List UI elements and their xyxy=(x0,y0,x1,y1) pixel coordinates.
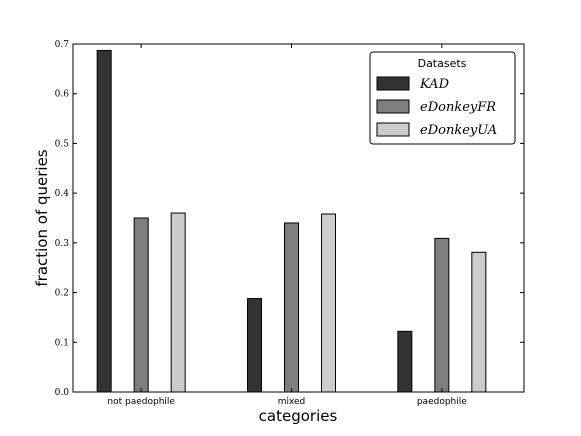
y-tick-label: 0.6 xyxy=(55,90,70,100)
x-tick-label: paedophile xyxy=(417,397,467,407)
y-tick-label: 0.0 xyxy=(55,388,70,398)
bar-eDonkeyUA-1 xyxy=(321,213,336,393)
bar-eDonkeyUA-0 xyxy=(170,212,186,393)
y-tick-label: 0.4 xyxy=(55,189,70,199)
legend: Datasets KAD eDonkeyFR eDonkeyUA xyxy=(369,51,516,145)
bar-KAD-1 xyxy=(247,298,262,393)
y-tick-label: 0.1 xyxy=(55,338,69,348)
bars-layer xyxy=(96,49,487,393)
y-tick-label: 0.7 xyxy=(55,40,70,50)
x-tick-label: mixed xyxy=(278,397,306,407)
legend-label-eDonkeyUA: eDonkeyUA xyxy=(420,123,497,138)
x-axis: not paedophile mixed paedophile xyxy=(107,44,467,407)
bar-KAD-0 xyxy=(96,49,112,393)
legend-title: Datasets xyxy=(418,57,467,70)
legend-label-eDonkeyFR: eDonkeyFR xyxy=(420,100,496,115)
legend-swatch-eDonkeyUA xyxy=(376,122,410,137)
y-tick-label: 0.3 xyxy=(55,239,70,249)
bar-eDonkeyUA-2 xyxy=(471,251,487,393)
y-tick-label: 0.2 xyxy=(55,289,69,299)
y-axis-title: fraction of queries xyxy=(33,149,51,286)
bar-eDonkeyFR-2 xyxy=(434,237,450,393)
y-axis: 0.0 0.1 0.2 0.3 0.4 0.5 0.6 0.7 xyxy=(55,40,524,398)
y-tick-label: 0.5 xyxy=(55,139,70,149)
legend-swatch-KAD xyxy=(376,76,410,91)
legend-swatch-eDonkeyFR xyxy=(376,99,410,114)
x-axis-title: categories xyxy=(259,407,338,425)
bar-eDonkeyFR-0 xyxy=(133,217,149,393)
legend-label-KAD: KAD xyxy=(419,77,450,92)
plot-frame xyxy=(72,43,525,393)
legend-box xyxy=(369,51,516,145)
x-tick-label: not paedophile xyxy=(107,397,175,407)
bar-eDonkeyFR-1 xyxy=(284,222,299,393)
bar-KAD-2 xyxy=(397,330,413,393)
